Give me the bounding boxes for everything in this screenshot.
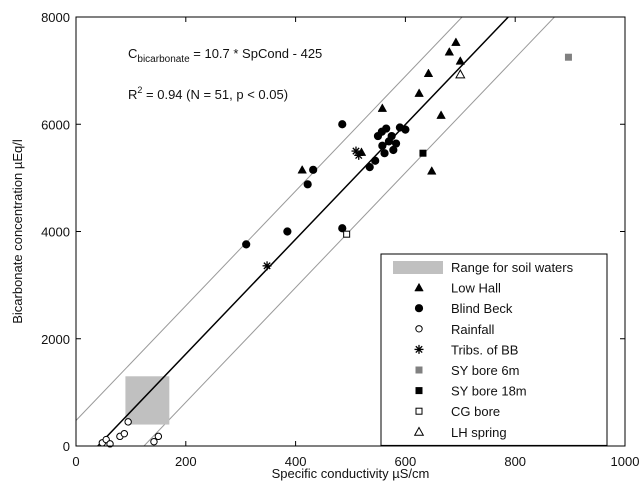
x-tick-label: 800 xyxy=(504,454,526,469)
legend-label-rainfall: Rainfall xyxy=(451,322,494,337)
point-blind-beck xyxy=(387,131,396,141)
point-blind-beck xyxy=(391,139,401,148)
x-tick-label: 1000 xyxy=(611,454,640,469)
point-rainfall xyxy=(124,418,132,426)
point-low-hall xyxy=(414,88,424,97)
legend-label-tribs-of-bb: Tribs. of BB xyxy=(451,342,518,357)
point-blind-beck xyxy=(378,141,387,150)
legend-marker-sy-bore-18m xyxy=(415,387,423,395)
point-tribs-of-bb xyxy=(262,261,272,271)
legend: Range for soil waters Low Hall Blind Beck R… xyxy=(380,253,608,446)
bound-line-upper xyxy=(76,17,463,421)
point-low-hall xyxy=(451,37,461,46)
point-low-hall xyxy=(444,47,455,56)
legend-marker-sy-bore-6m xyxy=(415,366,423,374)
point-blind-beck xyxy=(283,227,292,236)
r2-rest: = 0.94 (N = 51, p < 0.05) xyxy=(142,87,288,102)
legend-label-range-for-soil-waters: Range for soil waters xyxy=(451,260,574,275)
legend-label-sy-bore-6m: SY bore 6m xyxy=(451,363,519,378)
point-blind-beck xyxy=(401,125,410,134)
y-tick-label: 0 xyxy=(63,439,70,454)
y-tick-label: 2000 xyxy=(41,332,70,347)
regression-layer xyxy=(97,17,509,446)
eq-prefix: C xyxy=(128,46,137,61)
y-tick-label: 6000 xyxy=(41,117,70,132)
r-squared-annotation: R2 = 0.94 (N = 51, p < 0.05) xyxy=(128,85,288,102)
legend-marker-lh-spring xyxy=(413,426,425,436)
point-blind-beck xyxy=(242,240,251,249)
eq-subscript: bicarbonate xyxy=(137,54,190,65)
x-tick-label: 600 xyxy=(395,454,417,469)
point-blind-beck xyxy=(371,156,380,165)
point-rainfall xyxy=(106,440,114,448)
y-tick-label: 4000 xyxy=(41,225,70,240)
point-low-hall xyxy=(427,166,437,175)
r2-superscript: 2 xyxy=(137,85,142,95)
legend-marker-tribs-of-bb xyxy=(414,344,424,354)
soil-range-layer xyxy=(125,376,170,425)
legend-marker-rainfall xyxy=(415,325,423,333)
legend-label-blind-beck: Blind Beck xyxy=(451,301,513,316)
legend-swatch-soil-range xyxy=(393,261,443,274)
legend-marker-cg-bore xyxy=(415,407,423,415)
point-sy-bore-6m xyxy=(564,53,572,61)
point-low-hall xyxy=(436,110,446,119)
soil-range-box xyxy=(125,376,170,425)
point-blind-beck xyxy=(382,124,391,133)
eq-rest: = 10.7 * SpCond - 425 xyxy=(190,46,323,61)
point-tribs-of-bb xyxy=(354,150,364,160)
point-blind-beck xyxy=(380,149,389,158)
point-sy-bore-18m xyxy=(419,149,427,157)
legend-label-cg-bore: CG bore xyxy=(451,404,500,419)
regression-equation: Cbicarbonate = 10.7 * SpCond - 425 xyxy=(128,46,322,65)
y-tick-label: 8000 xyxy=(41,10,70,25)
r2-prefix: R xyxy=(128,87,137,102)
data-points xyxy=(98,37,572,448)
point-low-hall xyxy=(455,56,466,65)
point-rainfall xyxy=(120,429,129,438)
point-low-hall xyxy=(423,68,434,77)
x-axis-label: Specific conductivity µS/cm xyxy=(272,466,430,481)
x-tick-label: 0 xyxy=(72,454,79,469)
point-blind-beck xyxy=(338,120,347,129)
legend-label-sy-bore-18m: SY bore 18m xyxy=(451,384,527,399)
point-rainfall xyxy=(150,438,158,446)
point-blind-beck xyxy=(365,163,374,172)
point-cg-bore xyxy=(343,230,351,238)
point-lh-spring xyxy=(455,69,466,79)
x-tick-label: 200 xyxy=(175,454,197,469)
point-low-hall xyxy=(377,103,388,112)
legend-label-low-hall: Low Hall xyxy=(451,281,501,296)
point-low-hall xyxy=(297,165,307,174)
point-blind-beck xyxy=(309,165,318,174)
x-tick-label: 400 xyxy=(285,454,307,469)
legend-marker-low-hall xyxy=(414,282,424,292)
legend-marker-blind-beck xyxy=(414,304,424,313)
point-blind-beck xyxy=(338,224,347,233)
point-blind-beck xyxy=(303,180,312,189)
point-rainfall xyxy=(154,432,163,441)
regression-line xyxy=(97,17,509,446)
y-axis-label: Bicarbonate concentration µEq/l xyxy=(10,139,25,324)
legend-label-lh-spring: LH spring xyxy=(451,425,507,440)
